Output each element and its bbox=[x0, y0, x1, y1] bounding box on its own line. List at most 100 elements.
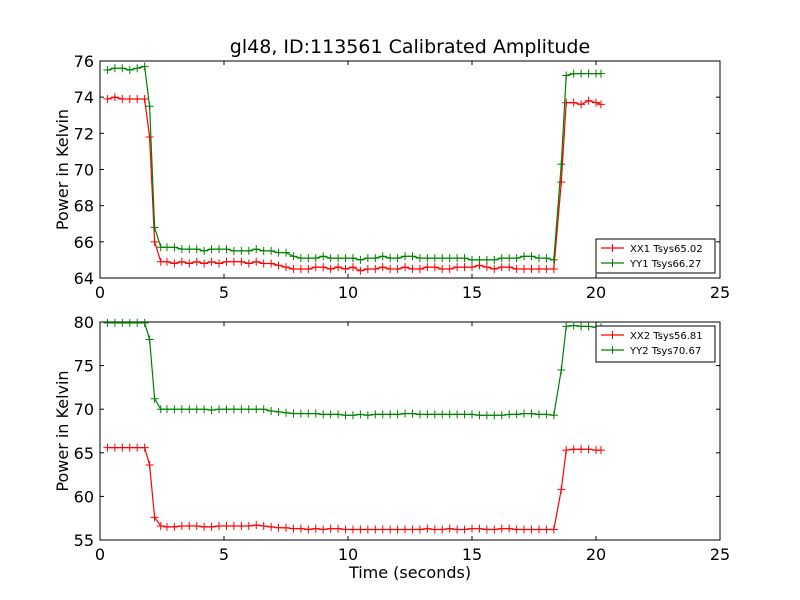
top-data-point bbox=[215, 259, 224, 268]
top-y-tick-label: 66 bbox=[74, 233, 94, 252]
top-data-point bbox=[125, 94, 134, 103]
top-data-point bbox=[207, 245, 216, 254]
top-data-point bbox=[185, 259, 194, 268]
bottom-data-point bbox=[319, 410, 328, 419]
bottom-data-point bbox=[482, 411, 491, 420]
bottom-data-point bbox=[423, 410, 432, 419]
top-data-point bbox=[244, 259, 253, 268]
top-data-point bbox=[490, 255, 499, 264]
bottom-data-point bbox=[401, 409, 410, 418]
bottom-data-point bbox=[215, 522, 224, 531]
bottom-legend-marker bbox=[608, 346, 617, 354]
top-y-tick-label: 68 bbox=[74, 197, 94, 216]
bottom-data-point bbox=[289, 409, 298, 418]
top-data-point bbox=[505, 254, 514, 263]
top-data-point bbox=[393, 264, 402, 273]
bottom-data-point bbox=[445, 524, 454, 533]
top-data-point bbox=[497, 254, 506, 263]
bottom-data-point bbox=[150, 513, 159, 522]
top-x-tick-label: 0 bbox=[95, 283, 105, 302]
top-data-point bbox=[145, 102, 154, 111]
bottom-data-point bbox=[584, 322, 593, 331]
bottom-data-point bbox=[497, 411, 506, 420]
bottom-data-point bbox=[401, 525, 410, 534]
top-data-point bbox=[445, 264, 454, 273]
bottom-y-tick-label: 55 bbox=[74, 531, 94, 550]
bottom-data-point bbox=[267, 406, 276, 415]
top-data-point bbox=[296, 254, 305, 263]
bottom-x-tick-label: 10 bbox=[338, 545, 358, 564]
top-y-tick-label: 76 bbox=[74, 52, 94, 71]
top-data-point bbox=[497, 263, 506, 272]
bottom-data-point bbox=[468, 524, 476, 533]
bottom-data-point bbox=[267, 522, 276, 531]
bottom-data-point bbox=[549, 525, 558, 534]
bottom-data-point bbox=[557, 485, 566, 494]
top-data-point bbox=[259, 259, 268, 268]
top-data-point bbox=[110, 93, 119, 102]
bottom-data-point bbox=[145, 461, 154, 470]
bottom-data-point bbox=[363, 525, 372, 534]
bottom-data-point bbox=[296, 524, 305, 533]
top-data-point bbox=[592, 98, 600, 107]
top-data-point bbox=[170, 259, 179, 268]
top-data-point bbox=[103, 94, 112, 103]
bottom-y-tick-label: 75 bbox=[74, 357, 94, 376]
bottom-data-point bbox=[505, 524, 514, 533]
bottom-data-point bbox=[475, 524, 484, 533]
top-legend: XX1 Tsys65.02 YY1 Tsys66.27 bbox=[595, 238, 716, 274]
bottom-data-point bbox=[460, 525, 469, 534]
top-x-tick-label: 20 bbox=[586, 283, 606, 302]
bottom-data-point bbox=[430, 410, 439, 419]
top-data-point bbox=[542, 254, 551, 263]
bottom-data-point bbox=[549, 411, 558, 420]
top-data-point bbox=[311, 263, 320, 272]
bottom-legend-label: XX2 Tsys56.81 bbox=[630, 331, 703, 342]
bottom-data-point bbox=[430, 525, 439, 534]
top-data-point bbox=[341, 254, 350, 263]
top-data-point bbox=[475, 255, 484, 264]
bottom-data-point bbox=[584, 445, 593, 454]
bottom-data-point bbox=[534, 525, 543, 534]
top-data-point bbox=[490, 264, 499, 273]
bottom-data-point bbox=[475, 411, 484, 420]
bottom-data-point bbox=[125, 318, 134, 327]
bottom-data-point bbox=[118, 443, 127, 452]
top-data-point bbox=[252, 245, 261, 254]
top-data-point bbox=[282, 248, 290, 257]
top-legend-label: XX1 Tsys65.02 bbox=[630, 244, 703, 255]
bottom-data-point bbox=[534, 410, 543, 419]
chart-title: gl48, ID:113561 Calibrated Amplitude bbox=[230, 36, 590, 58]
top-data-point bbox=[170, 243, 179, 252]
top-data-point bbox=[326, 254, 335, 263]
top-legend-marker bbox=[608, 259, 617, 267]
top-data-point bbox=[185, 245, 194, 254]
bottom-x-tick-label: 25 bbox=[710, 545, 730, 564]
top-data-point bbox=[282, 263, 290, 272]
bottom-y-tick-label: 70 bbox=[74, 400, 94, 419]
top-data-point bbox=[527, 252, 536, 261]
top-x-tick-label: 15 bbox=[462, 283, 482, 302]
top-data-point bbox=[140, 94, 149, 103]
top-data-point bbox=[430, 254, 439, 263]
top-data-point bbox=[334, 254, 343, 263]
bottom-x-tick-label: 20 bbox=[586, 545, 606, 564]
bottom-data-point bbox=[577, 445, 586, 454]
bottom-data-point bbox=[170, 522, 179, 531]
top-data-point bbox=[304, 254, 313, 263]
top-data-point bbox=[215, 245, 224, 254]
top-data-point bbox=[423, 254, 432, 263]
top-data-point bbox=[110, 64, 119, 73]
bottom-data-point bbox=[468, 410, 476, 419]
bottom-x-tick-label: 15 bbox=[462, 545, 482, 564]
top-data-point bbox=[118, 64, 127, 73]
bottom-data-point bbox=[386, 525, 395, 534]
top-data-point bbox=[438, 254, 447, 263]
top-data-point bbox=[468, 263, 476, 272]
bottom-y-tick-label: 80 bbox=[74, 313, 94, 332]
top-data-point bbox=[304, 264, 313, 273]
bottom-data-point bbox=[408, 409, 417, 418]
top-data-point bbox=[596, 69, 605, 78]
top-data-point bbox=[237, 257, 246, 266]
